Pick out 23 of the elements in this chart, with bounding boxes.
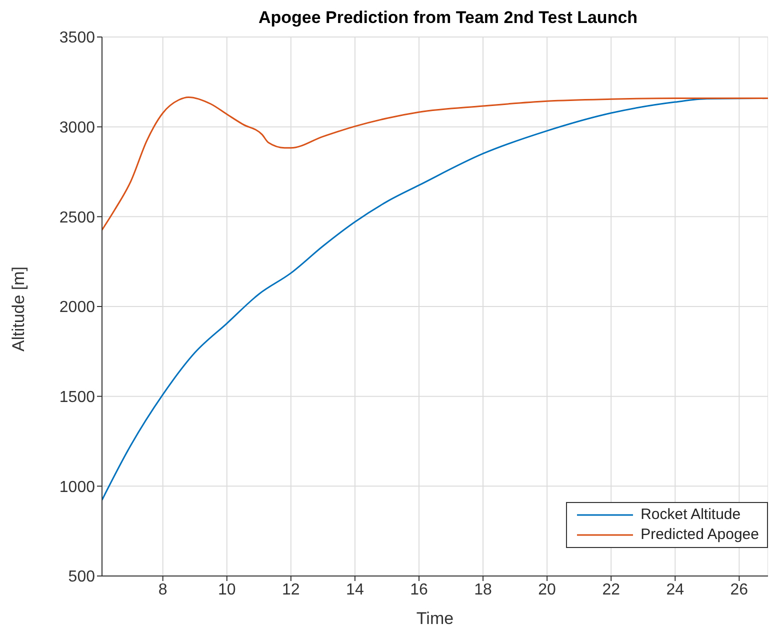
x-tick-label: 14 [346,581,364,598]
x-tick-label: 24 [666,581,684,598]
y-tick-label: 1500 [59,389,96,406]
x-tick-label: 20 [538,581,556,598]
y-tick-label: 3500 [59,30,96,47]
legend-label: Predicted Apogee [640,525,759,545]
line-series [102,96,768,231]
y-tick-label: 3000 [59,120,96,137]
x-tick-label: 26 [730,581,748,598]
x-tick-label: 12 [282,581,300,598]
chart-title: Apogee Prediction from Team 2nd Test Launch [257,8,639,28]
x-tick-label: 8 [158,581,168,598]
y-tick-label: 2000 [59,299,96,316]
y-tick-label: 500 [68,568,96,586]
y-tick-label: 1000 [59,478,96,496]
x-axis-title: Time [416,609,454,628]
x-tick-label: 16 [410,581,428,598]
y-axis-title: Altitude [m] [9,266,28,352]
x-tick-label: 22 [602,581,620,598]
x-tick-label: 18 [474,581,492,598]
y-tick-label: 2500 [59,209,96,226]
x-tick-label: 10 [218,581,236,598]
legend-label: Rocket Altitude [640,505,741,525]
